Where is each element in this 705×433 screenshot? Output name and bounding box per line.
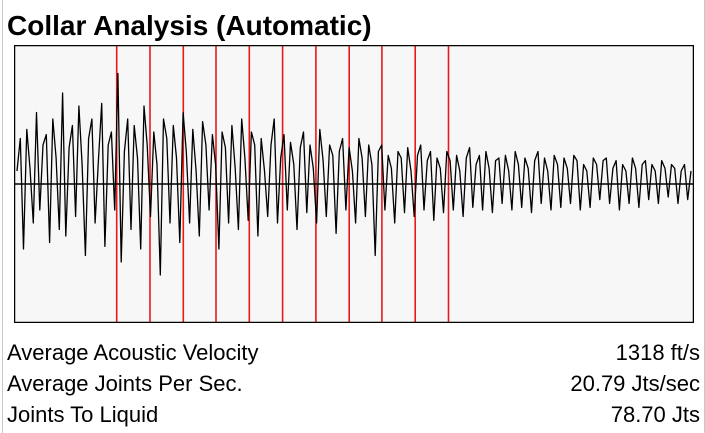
- stat-value: 1318 ft/s: [615, 340, 700, 365]
- acoustic-trace-chart: [14, 45, 694, 323]
- stat-row-joints-to-liquid: Joints To Liquid 78.70 Jts: [7, 399, 700, 430]
- stat-value: 20.79 Jts/sec: [570, 371, 700, 396]
- panel-title: Collar Analysis (Automatic): [7, 10, 372, 41]
- stat-row-velocity: Average Acoustic Velocity 1318 ft/s: [7, 337, 700, 368]
- acoustic-trace-line: [16, 72, 692, 276]
- stat-label: Average Joints Per Sec.: [7, 371, 243, 396]
- stats-table: Average Acoustic Velocity 1318 ft/s Aver…: [7, 337, 700, 430]
- stat-label: Average Acoustic Velocity: [7, 340, 259, 365]
- panel-left-border: [2, 0, 3, 433]
- chart-svg: [14, 45, 694, 323]
- plot-border: [14, 45, 694, 323]
- stat-row-joints-per-sec: Average Joints Per Sec. 20.79 Jts/sec: [7, 368, 700, 399]
- stat-label: Joints To Liquid: [7, 402, 159, 427]
- stat-value: 78.70 Jts: [610, 402, 700, 427]
